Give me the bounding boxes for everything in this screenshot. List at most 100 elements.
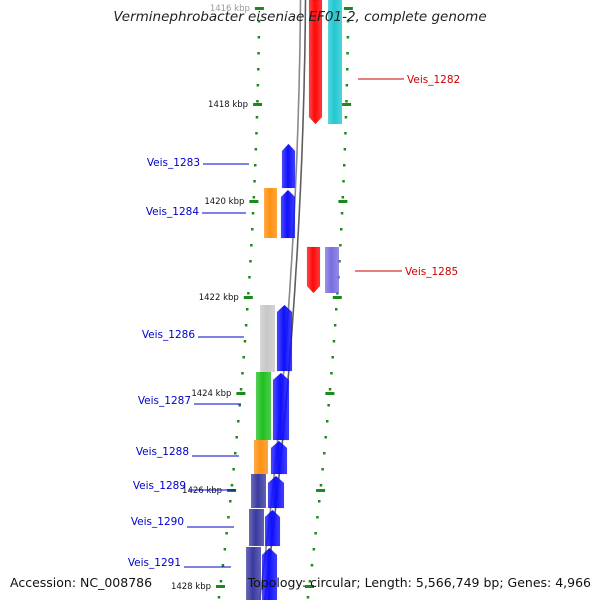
kbp-label: 1426 kbp	[182, 486, 222, 496]
cds-arrow-veis-1288	[270, 440, 288, 475]
scale-tick-dot	[254, 164, 257, 167]
scale-tick-dot	[251, 228, 254, 231]
scale-tick-dot	[255, 116, 259, 119]
kbp-major-tick	[342, 103, 352, 106]
cds-arrow-veis-1285	[306, 246, 321, 294]
scale-tick-dot	[253, 180, 256, 183]
cds-arrow-veis-1291	[261, 547, 278, 601]
scale-tick-dot	[314, 532, 317, 535]
scale-tick-dot	[319, 484, 323, 487]
scale-tick-dot	[341, 196, 345, 199]
gene-label: Veis_1288	[136, 446, 189, 458]
scale-tick-dot	[318, 500, 321, 503]
cds-arrow-veis-1289	[267, 475, 285, 509]
scale-tick-dot	[312, 548, 316, 551]
scale-tick-dot	[335, 308, 338, 311]
gene-box-veis-1289	[251, 474, 266, 508]
scale-tick-dot	[332, 340, 336, 343]
scale-tick-dot	[323, 452, 326, 455]
gene-label: Veis_1285	[405, 266, 458, 278]
gene-box-veis-1286	[260, 305, 275, 372]
scale-tick-dot	[342, 180, 345, 183]
scale-tick-dot	[250, 244, 253, 247]
scale-tick-dot	[346, 52, 349, 55]
kbp-major-tick	[249, 200, 259, 203]
kbp-label: 1428 kbp	[171, 582, 211, 592]
scale-tick-dot	[234, 452, 237, 455]
scale-tick-dot	[345, 84, 349, 87]
cds-arrow-veis-1286	[276, 304, 293, 372]
scale-tick-dot	[219, 580, 223, 583]
gene-label: Veis_1282	[407, 74, 460, 86]
kbp-major-tick	[216, 585, 225, 588]
scale-tick-dot	[257, 36, 261, 39]
gene-label: Veis_1291	[128, 557, 181, 569]
scale-tick-dot	[229, 500, 232, 503]
scale-tick-dot	[327, 404, 330, 407]
scale-tick-dot	[326, 420, 329, 423]
scale-tick-dot	[249, 260, 252, 263]
scale-tick-dot	[330, 372, 333, 375]
kbp-major-tick	[325, 392, 335, 395]
scale-tick-dot	[243, 340, 247, 343]
scale-tick-dot	[238, 404, 241, 407]
scale-tick-dot	[321, 468, 324, 471]
scale-tick-dot	[246, 308, 249, 311]
scale-tick-dot	[328, 388, 332, 391]
gene-box-veis-1287	[256, 372, 271, 440]
scale-tick-dot	[343, 148, 347, 151]
scale-tick-dot	[223, 548, 227, 551]
scale-tick-dot	[217, 596, 221, 599]
scale-tick-dot	[346, 36, 350, 39]
scale-tick-dot	[338, 260, 341, 263]
scale-tick-dot	[247, 292, 250, 295]
scale-tick-dot	[257, 52, 260, 55]
scale-tick-dot	[336, 292, 339, 295]
kbp-major-tick	[332, 296, 342, 299]
kbp-major-tick	[254, 7, 264, 10]
genome-stats-text: Topology: circular; Length: 5,566,749 bp…	[247, 575, 591, 590]
scale-tick-dot	[221, 564, 225, 567]
scale-tick-dot	[308, 580, 312, 583]
gene-box-veis-1290	[249, 509, 264, 546]
kbp-label: 1418 kbp	[208, 100, 248, 110]
scale-tick-dot	[346, 20, 350, 23]
gene-label: Veis_1289	[133, 480, 186, 492]
scale-tick-dot	[343, 164, 346, 167]
scale-tick-dot	[241, 372, 244, 375]
scale-tick-dot	[340, 228, 343, 231]
kbp-major-tick	[338, 200, 348, 203]
scale-tick-dot	[344, 132, 347, 135]
gene-box-veis-1284	[264, 188, 277, 238]
gene-label: Veis_1286	[142, 329, 196, 341]
map-title: Verminephrobacter eiseniae EF01-2, compl…	[113, 9, 487, 25]
scale-tick-dot	[251, 212, 255, 215]
cds-arrow-veis-1290	[264, 509, 281, 547]
scale-tick-dot	[254, 148, 258, 151]
cds-arrow-veis-1282	[308, 0, 323, 125]
kbp-label: 1422 kbp	[199, 293, 239, 303]
scale-tick-dot	[257, 68, 260, 71]
scale-tick-dot	[256, 100, 259, 103]
kbp-major-tick	[253, 103, 263, 106]
scale-tick-dot	[237, 420, 240, 423]
scale-tick-dot	[248, 276, 251, 279]
kbp-label: 1420 kbp	[204, 197, 244, 207]
scale-tick-dot	[227, 516, 230, 519]
kbp-label: 1424 kbp	[191, 389, 231, 399]
cds-arrow-veis-1284	[280, 189, 296, 239]
scale-tick-dot	[344, 116, 348, 119]
scale-tick-dot	[235, 436, 238, 439]
scale-tick-dot	[252, 196, 256, 199]
cds-arrow-veis-1287	[272, 372, 290, 441]
scale-tick-dot	[255, 132, 258, 135]
scale-tick-dot	[239, 388, 243, 391]
gene-label: Veis_1283	[147, 157, 200, 169]
scale-tick-dot	[316, 516, 319, 519]
scale-tick-dot	[242, 356, 245, 359]
scale-tick-dot	[345, 100, 348, 103]
scale-tick-dot	[306, 596, 310, 599]
gene-label: Veis_1290	[131, 516, 184, 528]
